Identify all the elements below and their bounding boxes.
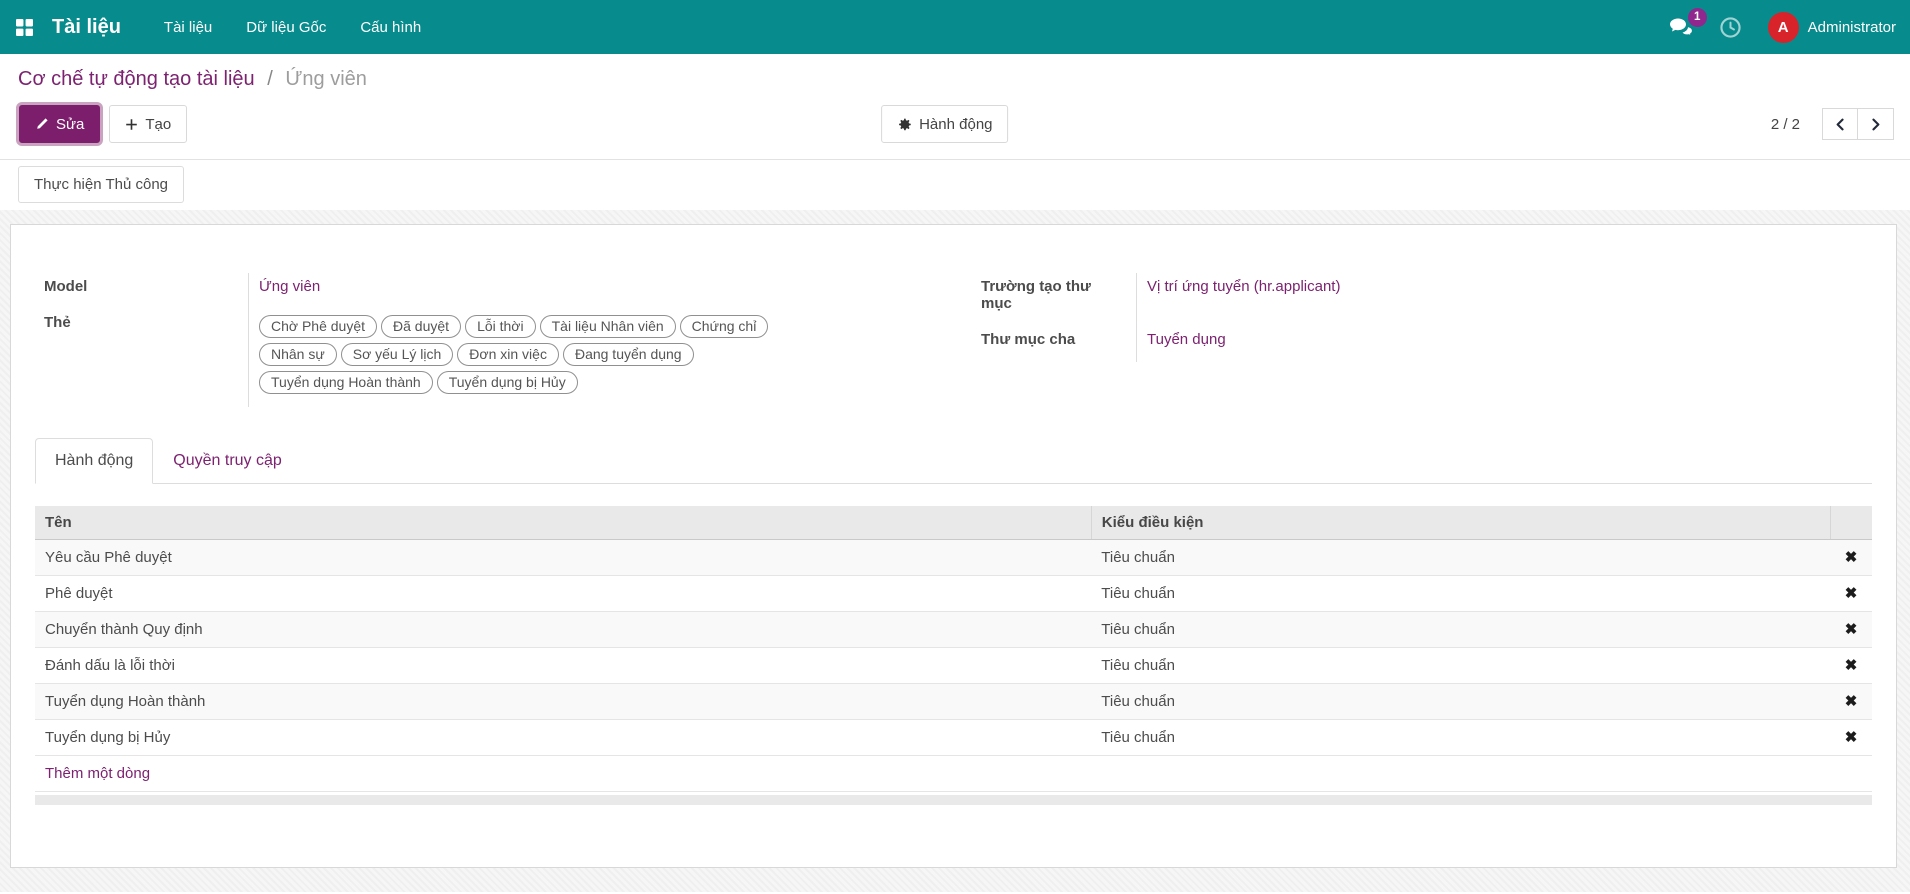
breadcrumb: Cơ chế tự động tạo tài liệu / Ứng viên <box>18 68 1894 91</box>
form-sheet: Model Ứng viên Thẻ Chờ Phê duyệt Đã duyệ… <box>10 224 1897 868</box>
pager-next-button[interactable] <box>1858 108 1894 140</box>
edit-button[interactable]: Sửa <box>19 105 101 143</box>
menu-cau-hinh[interactable]: Cấu hình <box>360 18 422 36</box>
list-table-footer <box>35 795 1872 805</box>
chat-bubbles-icon <box>1669 18 1693 37</box>
messages-count-badge: 1 <box>1687 7 1707 27</box>
tab-access-rights[interactable]: Quyền truy cập <box>173 452 282 469</box>
pencil-icon <box>37 118 48 129</box>
model-field-value[interactable]: Ứng viên <box>259 278 321 295</box>
grid-icon <box>15 18 33 36</box>
breadcrumb-current: Ứng viên <box>285 68 367 90</box>
user-name: Administrator <box>1807 18 1896 36</box>
clock-icon <box>1720 16 1741 38</box>
tag: Tuyển dụng Hoàn thành <box>259 371 433 394</box>
tag: Đơn xin việc <box>457 343 559 366</box>
avatar: A <box>1767 11 1799 43</box>
breadcrumb-parent-link[interactable]: Cơ chế tự động tạo tài liệu <box>18 68 255 90</box>
notebook: Hành động Quyền truy cập Tên Kiểu điều k… <box>35 437 1872 805</box>
parent-folder-label: Thư mục cha <box>981 326 1137 362</box>
table-row[interactable]: Phê duyệt Tiêu chuẩn ✖ <box>35 575 1872 612</box>
folder-field-value[interactable]: Vị trí ứng tuyển (hr.applicant) <box>1147 278 1341 295</box>
tag: Lỗi thời <box>465 315 536 338</box>
app-title[interactable]: Tài liệu <box>52 15 121 38</box>
tag: Tuyển dụng bị Hủy <box>436 371 578 394</box>
delete-row-icon[interactable]: ✖ <box>1844 621 1858 638</box>
user-menu[interactable]: A Administrator <box>1767 11 1896 43</box>
add-row: Thêm một dòng <box>35 755 1872 792</box>
tags-list: Chờ Phê duyệt Đã duyệt Lỗi thời Tài liệu… <box>259 314 834 394</box>
sheet-background: Model Ứng viên Thẻ Chờ Phê duyệt Đã duyệ… <box>0 210 1910 892</box>
add-row-link[interactable]: Thêm một dòng <box>45 765 151 782</box>
parent-folder-value[interactable]: Tuyển dụng <box>1147 331 1226 348</box>
delete-row-icon[interactable]: ✖ <box>1844 585 1858 602</box>
column-header-condition[interactable]: Kiểu điều kiện <box>1091 506 1831 540</box>
tag: Nhân sự <box>259 343 337 366</box>
pager-value: 2 / 2 <box>1770 115 1800 133</box>
actions-list-table: Tên Kiểu điều kiện Yêu cầu Phê duyệt Tiê… <box>35 506 1872 792</box>
column-header-name[interactable]: Tên <box>35 506 1092 540</box>
manual-run-button[interactable]: Thực hiện Thủ công <box>18 166 185 203</box>
plus-icon <box>126 118 138 130</box>
tab-bar: Hành động Quyền truy cập <box>35 437 1872 484</box>
apps-grid-icon[interactable] <box>0 0 48 54</box>
create-button[interactable]: Tạo <box>109 105 188 143</box>
gear-icon <box>899 118 911 130</box>
tag: Tài liệu Nhân viên <box>539 315 676 338</box>
tag: Đã duyệt <box>381 315 462 338</box>
tab-actions[interactable]: Hành động <box>35 438 154 484</box>
table-row[interactable]: Chuyển thành Quy định Tiêu chuẩn ✖ <box>35 611 1872 648</box>
tags-field-label: Thẻ <box>44 309 249 407</box>
action-menu-button[interactable]: Hành động <box>881 105 1009 143</box>
control-panel: Cơ chế tự động tạo tài liệu / Ứng viên S… <box>0 54 1910 160</box>
tag: Sơ yếu Lý lịch <box>340 343 454 366</box>
delete-row-icon[interactable]: ✖ <box>1844 549 1858 566</box>
column-header-delete <box>1830 506 1872 540</box>
folder-field-label: Trường tạo thư mục <box>981 273 1137 326</box>
model-field-label: Model <box>44 273 249 309</box>
top-navbar: Tài liệu Tài liệu Dữ liệu Gốc Cấu hình 1… <box>0 0 1910 54</box>
tag: Đang tuyển dụng <box>562 343 694 366</box>
activities-button[interactable] <box>1719 16 1742 39</box>
tag: Chờ Phê duyệt <box>259 315 378 338</box>
delete-row-icon[interactable]: ✖ <box>1844 693 1858 710</box>
table-row[interactable]: Yêu cầu Phê duyệt Tiêu chuẩn ✖ <box>35 539 1872 576</box>
table-row[interactable]: Đánh dấu là lỗi thời Tiêu chuẩn ✖ <box>35 647 1872 684</box>
chevron-right-icon <box>1872 118 1880 130</box>
delete-row-icon[interactable]: ✖ <box>1844 729 1858 746</box>
table-row[interactable]: Tuyển dụng Hoàn thành Tiêu chuẩn ✖ <box>35 683 1872 720</box>
breadcrumb-separator: / <box>267 68 273 90</box>
menu-tai-lieu[interactable]: Tài liệu <box>163 18 213 36</box>
form-statusbar: Thực hiện Thủ công <box>0 160 1910 210</box>
messages-button[interactable]: 1 <box>1669 7 1707 38</box>
pager-previous-button[interactable] <box>1822 108 1858 140</box>
chevron-left-icon <box>1836 118 1844 130</box>
table-row[interactable]: Tuyển dụng bị Hủy Tiêu chuẩn ✖ <box>35 719 1872 756</box>
delete-row-icon[interactable]: ✖ <box>1844 657 1858 674</box>
menu-du-lieu-goc[interactable]: Dữ liệu Gốc <box>246 18 327 36</box>
tag: Chứng chỉ <box>679 315 769 338</box>
